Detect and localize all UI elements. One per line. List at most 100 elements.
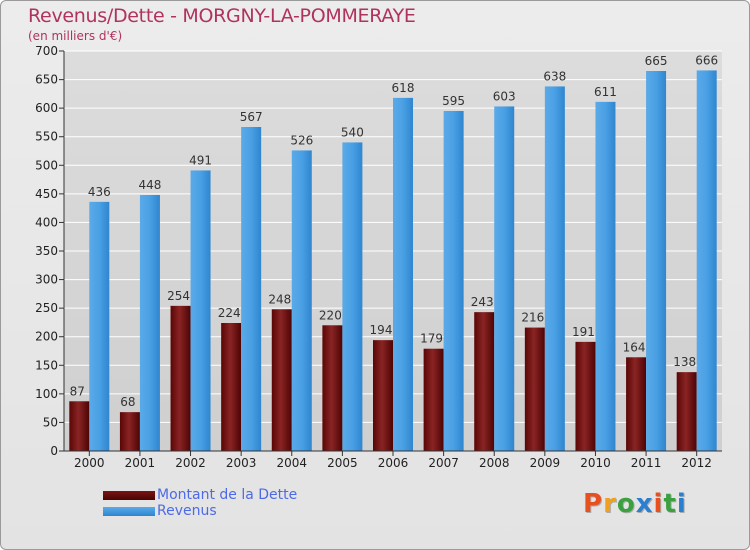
- bar-dette: [271, 309, 292, 451]
- bar-dette: [575, 341, 596, 451]
- y-tick-label: 450: [35, 187, 58, 201]
- chart-title: Revenus/Dette - MORGNY-LA-POMMERAYE: [28, 5, 416, 27]
- legend-swatch-dette: [103, 490, 155, 500]
- bar-dette: [221, 323, 242, 451]
- data-label: 436: [88, 185, 111, 199]
- y-tick-label: 350: [35, 244, 58, 258]
- data-label: 87: [70, 384, 85, 398]
- data-label: 254: [167, 289, 190, 303]
- y-tick-label: 400: [35, 215, 58, 229]
- bar-revenus: [646, 71, 667, 451]
- legend-label-dette: Montant de la Dette: [157, 487, 298, 503]
- data-label: 248: [268, 292, 291, 306]
- y-tick-label: 250: [35, 301, 58, 315]
- logo-letter: o: [616, 489, 636, 519]
- x-tick-label: 2005: [327, 456, 358, 470]
- bar-dette: [676, 372, 697, 451]
- bar-revenus: [89, 201, 110, 451]
- y-tick-label: 700: [35, 44, 58, 58]
- bar-dette: [626, 357, 647, 451]
- bar-revenus: [494, 106, 515, 451]
- data-label: 595: [442, 94, 465, 108]
- bar-dette: [170, 305, 191, 451]
- data-label: 216: [521, 311, 544, 325]
- data-label: 194: [370, 323, 393, 337]
- logo-letter: t: [663, 489, 677, 519]
- logo-letter: r: [603, 489, 617, 519]
- bar-revenus: [342, 142, 363, 451]
- axes: 0 50 100 150 200 250 300 350 400 450 500 550 600 650 7…: [35, 44, 722, 470]
- data-label: 491: [189, 153, 212, 167]
- data-label: 191: [572, 325, 595, 339]
- y-tick-label: 300: [35, 273, 58, 287]
- x-tick-label: 2006: [378, 456, 409, 470]
- proxiti-logo: Proxiti: [583, 489, 687, 519]
- bar-dette: [119, 412, 140, 451]
- y-tick-label: 150: [35, 358, 58, 372]
- bar-dette: [474, 312, 495, 451]
- data-label: 666: [695, 53, 718, 67]
- logo-letter: i: [676, 489, 687, 519]
- bar-revenus: [291, 150, 312, 451]
- legend: Montant de la Dette Revenus: [103, 487, 297, 519]
- logo-letter: P: [583, 489, 604, 519]
- data-label: 68: [120, 395, 135, 409]
- legend-item-dette: Montant de la Dette: [103, 487, 297, 503]
- x-tick-label: 2012: [681, 456, 712, 470]
- bar-dette: [524, 327, 545, 451]
- x-tick-label: 2007: [428, 456, 459, 470]
- bar-revenus: [595, 101, 616, 451]
- y-tick-label: 0: [50, 444, 58, 458]
- data-label: 179: [420, 332, 443, 346]
- y-tick-label: 100: [35, 387, 58, 401]
- bars: [69, 70, 717, 451]
- x-tick-label: 2002: [175, 456, 206, 470]
- bar-revenus: [241, 127, 262, 451]
- y-tick-label: 50: [43, 415, 58, 429]
- x-tick-label: 2000: [74, 456, 105, 470]
- chart-subtitle: (en milliers d'€): [28, 29, 123, 43]
- data-label: 638: [543, 69, 566, 83]
- x-tick-label: 2009: [530, 456, 561, 470]
- y-tick-label: 550: [35, 130, 58, 144]
- y-tick-label: 600: [35, 101, 58, 115]
- bar-revenus: [443, 111, 464, 451]
- bar-dette: [373, 340, 393, 451]
- data-label: 448: [138, 178, 161, 192]
- data-label: 611: [594, 85, 617, 99]
- data-label: 567: [240, 110, 263, 124]
- legend-label-revenus: Revenus: [157, 503, 217, 519]
- data-label: 540: [341, 125, 364, 139]
- data-label: 224: [218, 306, 241, 320]
- bar-dette: [69, 401, 90, 451]
- legend-item-revenus: Revenus: [103, 503, 297, 519]
- x-tick-label: 2008: [479, 456, 510, 470]
- bar-revenus: [393, 97, 413, 451]
- data-label: 138: [673, 355, 696, 369]
- x-tick-label: 2010: [580, 456, 611, 470]
- data-label: 243: [471, 295, 494, 309]
- data-label: 220: [319, 308, 342, 322]
- data-label: 603: [493, 89, 516, 103]
- x-tick-label: 2011: [631, 456, 662, 470]
- bar-revenus: [190, 170, 211, 451]
- bar-dette: [322, 325, 343, 451]
- legend-swatch-revenus: [103, 506, 155, 516]
- x-tick-label: 2004: [276, 456, 307, 470]
- data-label: 665: [645, 54, 668, 68]
- x-tick-label: 2001: [125, 456, 156, 470]
- data-label: 618: [392, 81, 415, 95]
- bar-dette: [423, 348, 444, 451]
- y-tick-label: 650: [35, 73, 58, 87]
- bar-revenus: [544, 86, 565, 451]
- logo-letter: x: [635, 489, 654, 519]
- x-tick-label: 2003: [226, 456, 257, 470]
- logo-letter: i: [653, 489, 664, 519]
- data-label: 526: [290, 133, 313, 147]
- data-label: 164: [623, 340, 646, 354]
- data-labels: 87 436 68 448 254 491 224 567 248 526 220 540 194 618…: [70, 53, 718, 409]
- bar-revenus: [139, 195, 160, 451]
- y-tick-label: 500: [35, 158, 58, 172]
